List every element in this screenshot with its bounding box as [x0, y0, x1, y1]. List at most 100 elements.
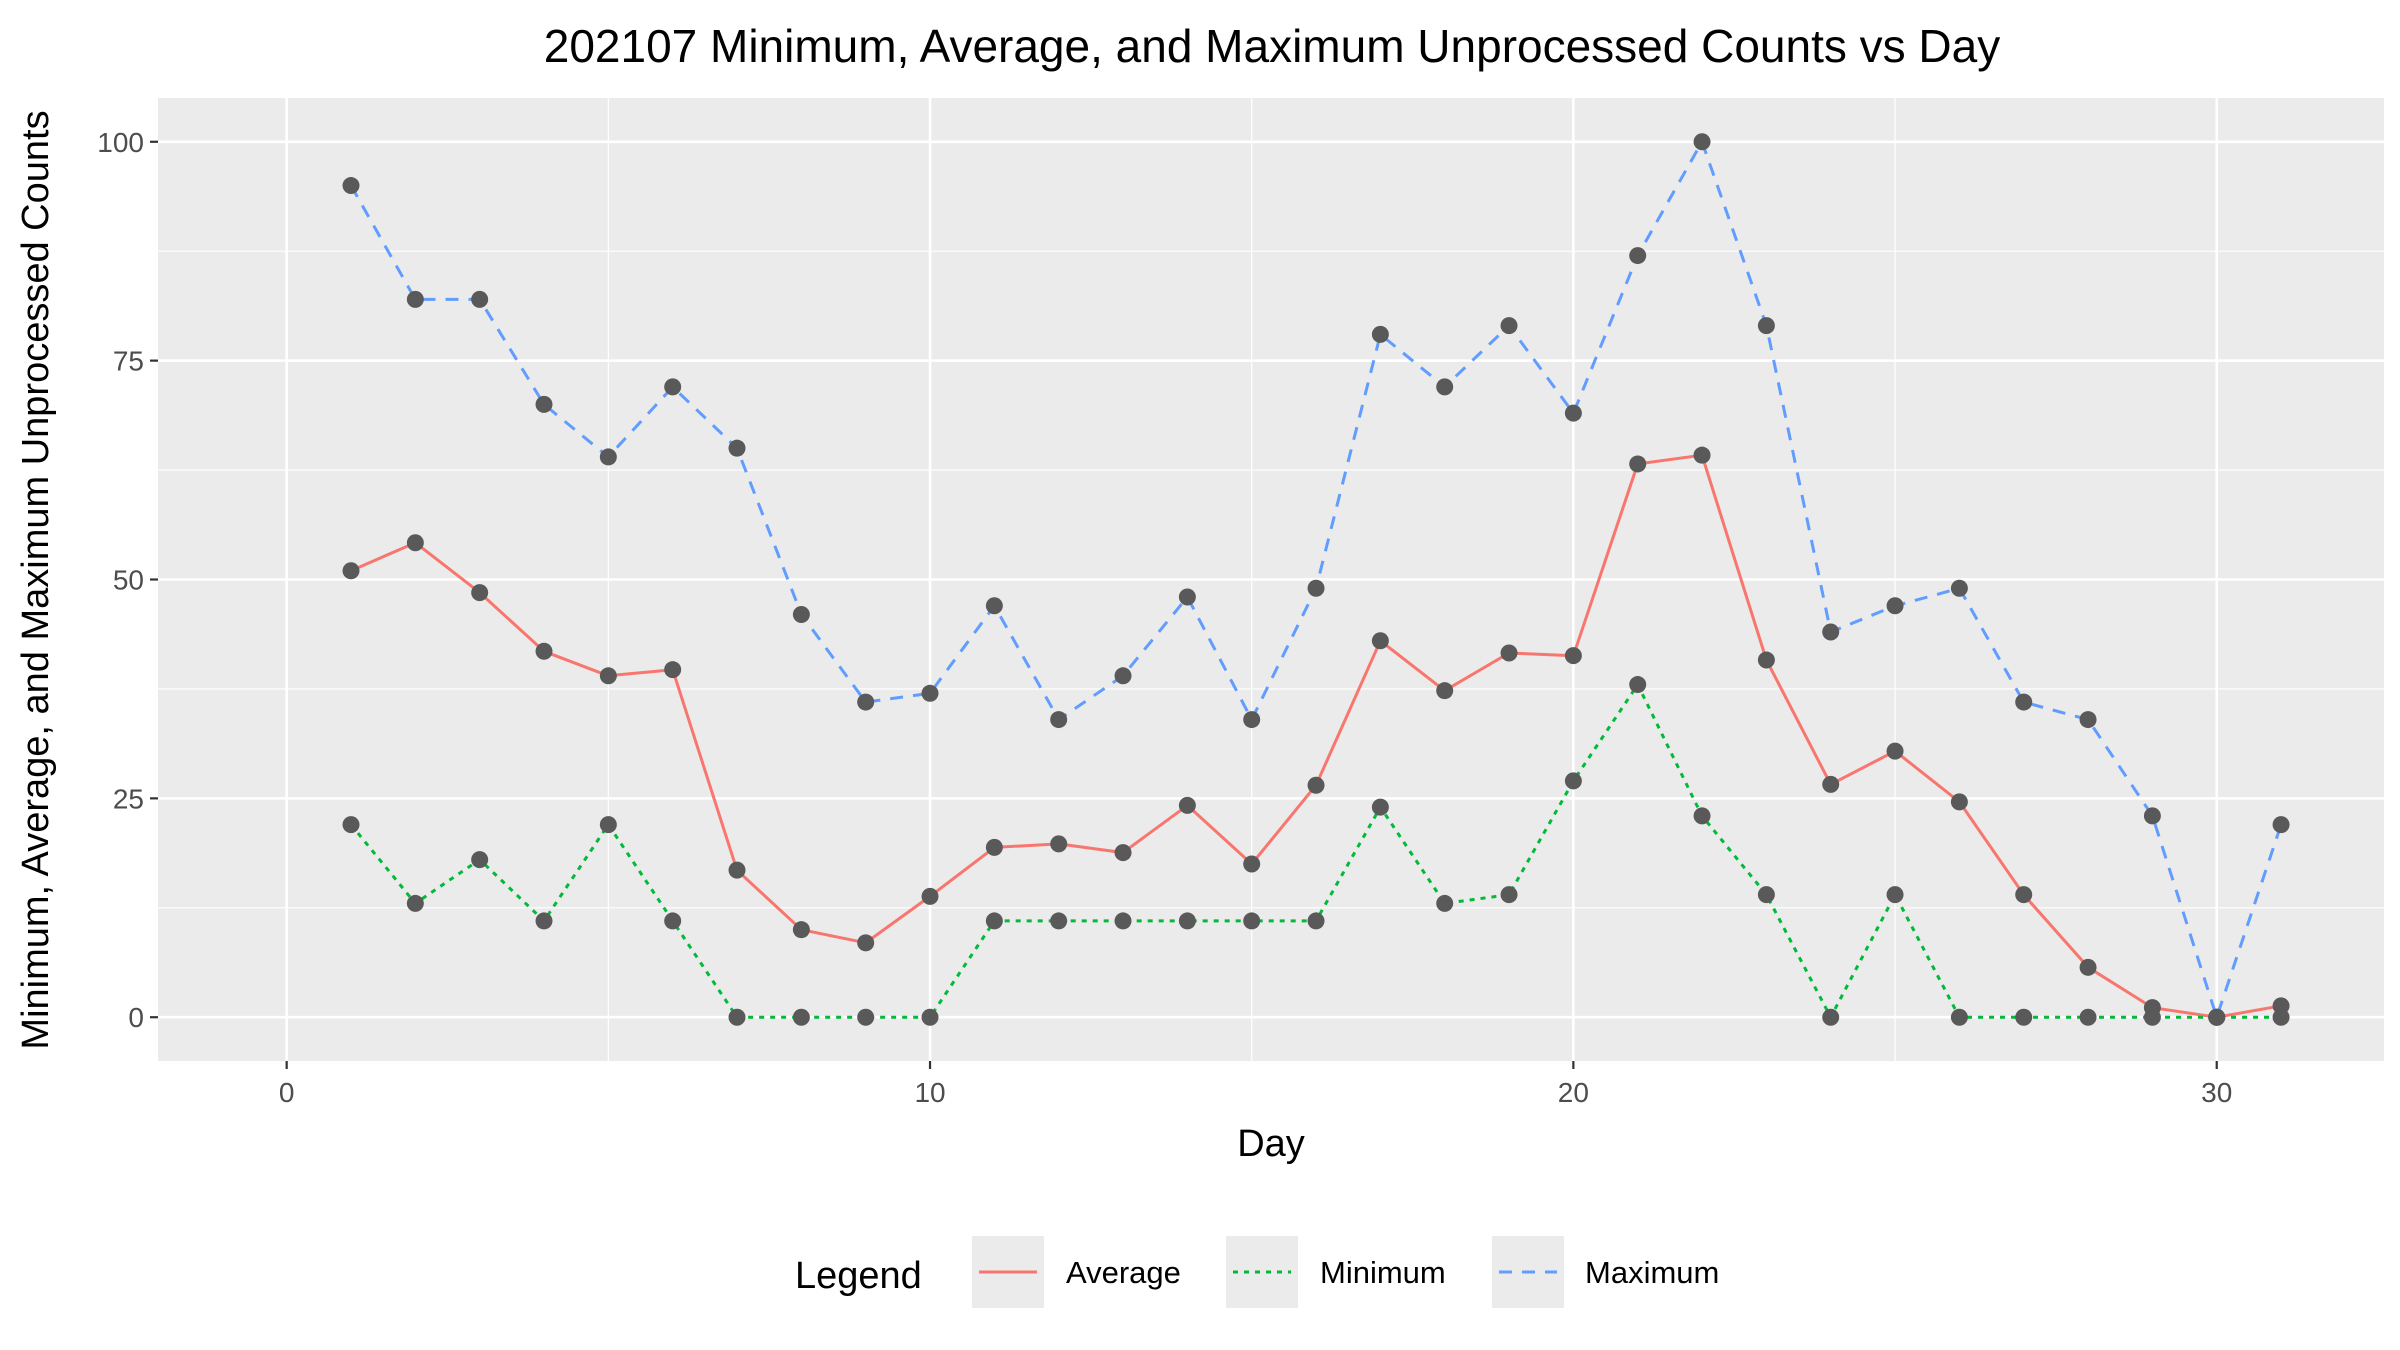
data-point-maximum	[1693, 133, 1711, 151]
data-point-average	[599, 667, 617, 685]
legend-label-average: Average	[1066, 1255, 1181, 1290]
data-point-maximum	[664, 378, 682, 396]
axis-ticks	[150, 140, 2218, 1069]
data-point-maximum	[1950, 579, 1968, 597]
data-point-average	[1114, 844, 1132, 862]
data-point-average	[1693, 446, 1711, 464]
data-point-minimum	[985, 912, 1003, 930]
data-points	[342, 133, 2290, 1026]
data-point-average	[1371, 632, 1389, 650]
data-point-average	[1178, 796, 1196, 814]
data-point-minimum	[1564, 772, 1582, 790]
data-point-minimum	[2015, 1008, 2033, 1026]
data-point-maximum	[2143, 807, 2161, 825]
data-point-minimum	[728, 1008, 746, 1026]
major-gridlines	[158, 98, 2384, 1061]
data-point-average	[857, 934, 875, 952]
data-point-minimum	[342, 816, 360, 834]
data-point-maximum	[792, 606, 810, 624]
data-point-minimum	[1822, 1008, 1840, 1026]
data-point-maximum	[1886, 597, 1904, 615]
data-point-maximum	[1371, 325, 1389, 343]
y-tick-label: 75	[113, 346, 144, 377]
data-point-average	[1950, 793, 1968, 811]
legend-label-maximum: Maximum	[1585, 1255, 1719, 1290]
data-point-maximum	[985, 597, 1003, 615]
legend-title: Legend	[795, 1255, 922, 1297]
data-point-maximum	[1757, 317, 1775, 335]
data-point-minimum	[1114, 912, 1132, 930]
data-point-minimum	[1757, 886, 1775, 904]
data-point-average	[921, 887, 939, 905]
data-point-maximum	[599, 448, 617, 466]
data-point-maximum	[728, 439, 746, 457]
y-tick-label: 25	[113, 783, 144, 814]
x-tick-label: 0	[279, 1077, 295, 1108]
data-point-average	[2079, 958, 2097, 976]
data-point-maximum	[2015, 693, 2033, 711]
data-point-maximum	[535, 395, 553, 413]
y-tick-label: 0	[128, 1002, 144, 1033]
data-point-average	[471, 584, 489, 602]
x-tick-label: 20	[1558, 1077, 1589, 1108]
data-point-minimum	[1050, 912, 1068, 930]
data-point-minimum	[1243, 912, 1261, 930]
data-point-maximum	[2079, 711, 2097, 729]
data-point-average	[406, 534, 424, 552]
data-point-minimum	[2272, 1008, 2290, 1026]
data-point-minimum	[471, 851, 489, 869]
data-point-minimum	[2143, 1008, 2161, 1026]
data-point-maximum	[406, 290, 424, 308]
data-point-minimum	[1950, 1008, 1968, 1026]
legend-label-minimum: Minimum	[1320, 1255, 1446, 1290]
data-point-minimum	[1629, 676, 1647, 694]
data-point-maximum	[1307, 579, 1325, 597]
data-point-average	[1050, 835, 1068, 853]
data-point-minimum	[1307, 912, 1325, 930]
data-point-average	[535, 642, 553, 660]
data-point-minimum	[406, 894, 424, 912]
data-point-average	[1243, 855, 1261, 873]
data-point-average	[1629, 455, 1647, 473]
data-point-average	[1500, 644, 1518, 662]
x-tick-label: 10	[914, 1077, 945, 1108]
data-point-maximum	[2208, 1008, 2226, 1026]
data-point-maximum	[1436, 378, 1454, 396]
x-tick-labels: 0 10 20 30	[279, 1077, 2232, 1108]
data-point-average	[1757, 651, 1775, 669]
data-point-maximum	[1178, 588, 1196, 606]
data-point-minimum	[857, 1008, 875, 1026]
data-point-maximum	[857, 693, 875, 711]
data-point-minimum	[664, 912, 682, 930]
y-tick-labels: 0 25 50 75 100	[97, 127, 144, 1033]
data-point-maximum	[1243, 711, 1261, 729]
data-point-average	[1886, 742, 1904, 760]
data-point-minimum	[1371, 798, 1389, 816]
data-point-maximum	[342, 177, 360, 195]
data-point-minimum	[1693, 807, 1711, 825]
data-point-maximum	[1114, 667, 1132, 685]
data-point-average	[792, 921, 810, 939]
legend: Legend Average Minimum Maximum	[795, 1236, 1719, 1308]
data-point-minimum	[792, 1008, 810, 1026]
data-point-average	[985, 838, 1003, 856]
data-point-minimum	[1436, 894, 1454, 912]
y-tick-label: 50	[113, 565, 144, 596]
data-point-average	[1822, 775, 1840, 793]
data-point-maximum	[1629, 247, 1647, 265]
data-point-minimum	[2079, 1008, 2097, 1026]
x-axis-title: Day	[1237, 1123, 1305, 1165]
data-point-maximum	[2272, 816, 2290, 834]
data-point-maximum	[471, 290, 489, 308]
data-point-average	[1436, 682, 1454, 700]
data-point-minimum	[1178, 912, 1196, 930]
x-tick-label: 30	[2201, 1077, 2232, 1108]
data-point-average	[2015, 886, 2033, 904]
data-point-average	[664, 661, 682, 679]
data-point-maximum	[921, 684, 939, 702]
data-point-average	[1564, 647, 1582, 665]
y-axis-title: Minimum, Average, and Maximum Unprocesse…	[15, 110, 57, 1049]
chart-title: 202107 Minimum, Average, and Maximum Unp…	[544, 20, 2001, 72]
data-point-average	[342, 562, 360, 580]
